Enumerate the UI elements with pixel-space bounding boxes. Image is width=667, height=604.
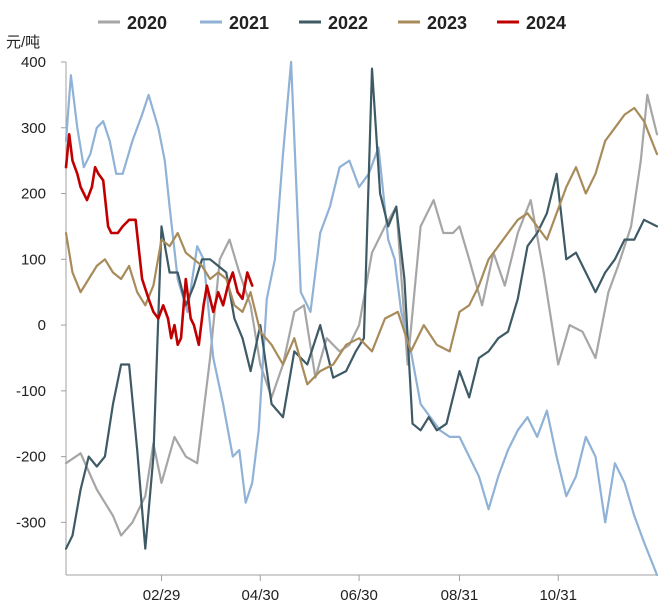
y-tick-label: 100 [21,251,46,268]
legend-item-2021: 2021 [200,13,269,33]
series-line-2021 [64,60,659,577]
legend-item-2022: 2022 [299,13,368,33]
series-layer [64,60,659,577]
series-line-2022 [64,67,659,550]
series-line-2023 [64,106,659,386]
x-tick-label: 04/30 [242,587,280,604]
y-tick-label: -200 [16,449,46,466]
legend-label: 2023 [427,13,467,33]
axes: 400 300 200 100 0 -100 -200 -300 02/29 04/30 06/30… [16,54,657,604]
y-tick-label: 300 [21,120,46,137]
x-tick-label: 10/31 [539,587,577,604]
y-unit-label: 元/吨 [6,34,40,51]
legend-item-2020: 2020 [98,13,167,33]
x-tick-label: 06/30 [340,587,378,604]
y-tick-label: -100 [16,383,46,400]
y-tick-label: -300 [16,514,46,531]
legend-item-2023: 2023 [398,13,467,33]
x-tick-label: 08/31 [441,587,479,604]
legend-label: 2024 [526,13,566,33]
x-tick-label: 02/29 [143,587,181,604]
legend-label: 2021 [229,13,269,33]
y-tick-label: 200 [21,186,46,203]
y-tick-label: 0 [38,317,46,334]
series-line-2020 [64,93,659,537]
y-tick-label: 400 [21,54,46,71]
legend-item-2024: 2024 [497,13,566,33]
legend: 2020 2021 2022 2023 2024 [98,13,566,33]
legend-label: 2020 [127,13,167,33]
series-line-2024 [64,133,254,347]
legend-label: 2022 [328,13,368,33]
